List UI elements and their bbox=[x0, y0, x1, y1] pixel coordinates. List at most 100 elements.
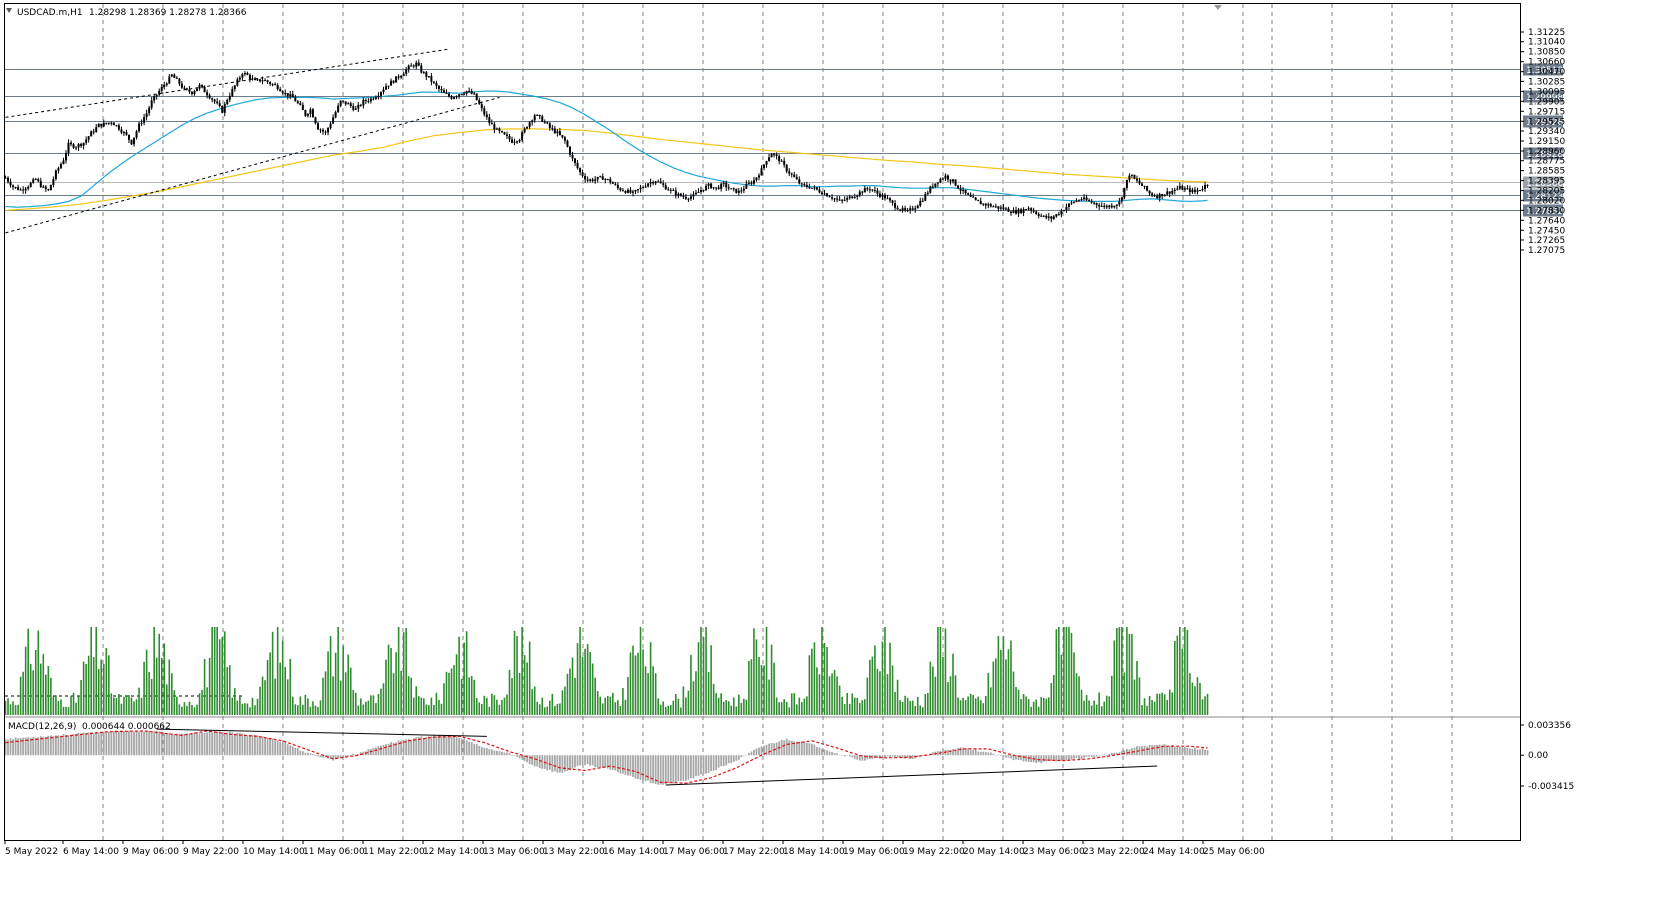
macd-histogram-bar bbox=[249, 734, 251, 756]
macd-histogram-bar bbox=[407, 738, 410, 756]
macd-histogram-bar bbox=[1098, 755, 1101, 756]
volume-bar bbox=[1103, 701, 1106, 715]
volume-bar bbox=[1138, 677, 1141, 715]
volume-bar bbox=[27, 628, 29, 715]
volume-bar bbox=[743, 698, 745, 715]
volume-bar bbox=[775, 697, 778, 715]
volume-bar bbox=[312, 701, 314, 715]
candle-body bbox=[609, 179, 612, 183]
candle-body bbox=[1151, 193, 1154, 196]
chart-shift-marker-icon[interactable] bbox=[1214, 5, 1222, 10]
candle-body bbox=[1075, 200, 1078, 202]
macd-histogram-bar bbox=[803, 742, 806, 756]
candle-body bbox=[382, 89, 385, 93]
candle-body bbox=[934, 183, 937, 188]
volume-bar bbox=[443, 683, 445, 715]
volume-bar bbox=[846, 692, 848, 715]
macd-histogram-bar bbox=[173, 733, 176, 756]
macd-histogram-bar bbox=[244, 734, 246, 756]
volume-bar bbox=[622, 688, 624, 715]
candle-body bbox=[324, 131, 327, 133]
candle-body bbox=[1035, 211, 1038, 215]
macd-histogram-bar bbox=[642, 755, 644, 781]
volume-bar bbox=[972, 695, 974, 715]
candle-body bbox=[654, 181, 657, 184]
candle-body bbox=[1022, 209, 1025, 213]
macd-histogram-bar bbox=[579, 755, 581, 766]
price-axis-label: 1.28205 bbox=[1528, 187, 1565, 197]
volume-bar bbox=[1095, 704, 1098, 715]
candle-body bbox=[503, 132, 506, 135]
macd-histogram-bar bbox=[596, 755, 599, 768]
candle-body bbox=[82, 142, 85, 146]
macd-histogram-bar bbox=[1035, 755, 1038, 763]
candle-body bbox=[241, 74, 244, 78]
macd-histogram-bar bbox=[538, 755, 541, 769]
candle-body bbox=[223, 104, 226, 113]
macd-histogram-bar bbox=[148, 731, 151, 756]
candle-body bbox=[1196, 190, 1199, 192]
candle-body bbox=[490, 123, 493, 125]
macd-histogram-bar bbox=[1120, 751, 1123, 756]
volume-bar bbox=[228, 665, 231, 715]
macd-histogram-bar bbox=[1153, 745, 1156, 756]
macd-axis-label: 0.003356 bbox=[1528, 721, 1571, 731]
macd-histogram-bar bbox=[367, 749, 370, 756]
macd-histogram-bar bbox=[702, 755, 705, 775]
candle-body bbox=[1085, 197, 1088, 201]
macd-histogram-bar bbox=[251, 734, 254, 756]
macd-histogram-bar bbox=[115, 730, 118, 756]
volume-bar bbox=[465, 631, 468, 715]
macd-histogram-bar bbox=[841, 754, 844, 756]
macd-histogram-bar bbox=[851, 755, 854, 758]
volume-bar bbox=[841, 696, 843, 715]
macd-histogram-bar bbox=[433, 735, 435, 756]
volume-bar bbox=[637, 652, 639, 715]
candle-body bbox=[883, 194, 886, 199]
candle-body bbox=[820, 192, 823, 195]
candle-body bbox=[1153, 195, 1156, 197]
macd-histogram-bar bbox=[856, 755, 859, 760]
macd-histogram-bar bbox=[92, 733, 95, 756]
macd-histogram-bar bbox=[1017, 755, 1020, 761]
macd-histogram-bar bbox=[294, 747, 297, 756]
volume-bar bbox=[1032, 701, 1035, 715]
candle-body bbox=[967, 193, 970, 195]
macd-histogram-bar bbox=[715, 755, 718, 770]
macd-histogram-bar bbox=[1055, 755, 1058, 762]
volume-bar bbox=[332, 676, 334, 715]
macd-histogram-bar bbox=[110, 732, 113, 756]
volume-bar bbox=[642, 649, 644, 715]
volume-bar bbox=[687, 690, 690, 715]
volume-bar bbox=[438, 699, 440, 715]
trendline-dashed bbox=[5, 48, 450, 118]
dropdown-arrow-icon[interactable] bbox=[6, 8, 12, 13]
candle-body bbox=[493, 124, 496, 130]
macd-histogram-bar bbox=[412, 738, 415, 756]
volume-bar bbox=[969, 693, 972, 715]
price-axis-label: 1.30850 bbox=[1528, 48, 1565, 58]
candle-body bbox=[810, 187, 813, 189]
volume-bar bbox=[254, 705, 256, 715]
candle-body bbox=[818, 189, 821, 193]
volume-bar bbox=[60, 699, 62, 715]
macd-histogram-bar bbox=[521, 755, 523, 760]
macd-histogram-bar bbox=[339, 755, 342, 758]
macd-histogram-bar bbox=[1065, 755, 1068, 761]
candle-body bbox=[1072, 201, 1075, 203]
candle-body bbox=[866, 188, 869, 190]
macd-histogram-bar bbox=[1045, 755, 1048, 762]
candle-body bbox=[992, 206, 995, 208]
macd-histogram-bar bbox=[193, 732, 196, 756]
candle-body bbox=[614, 183, 617, 185]
candle-body bbox=[440, 88, 443, 91]
macd-histogram-bar bbox=[201, 732, 203, 756]
volume-bar bbox=[206, 687, 208, 715]
candle-body bbox=[904, 208, 907, 210]
macd-histogram-bar bbox=[1063, 755, 1065, 761]
candle-body bbox=[533, 115, 536, 121]
volume-bar bbox=[886, 674, 889, 715]
macd-histogram-bar bbox=[1176, 746, 1179, 756]
macd-histogram-bar bbox=[649, 755, 652, 783]
